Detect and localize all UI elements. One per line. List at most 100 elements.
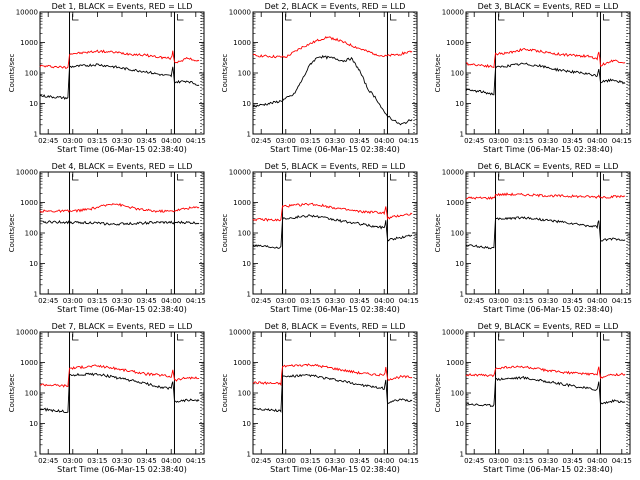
x-tick-label: 04:00 xyxy=(587,137,607,145)
lld-series-line xyxy=(39,49,200,69)
y-tick-label: 100 xyxy=(238,70,251,78)
x-tick-label: 04:15 xyxy=(612,457,632,465)
plot-frame xyxy=(465,11,631,135)
lld-series-line xyxy=(465,365,626,380)
x-tick-label: 03:45 xyxy=(137,137,157,145)
time-marker-flag xyxy=(285,14,292,21)
lld-series-line xyxy=(39,202,200,214)
x-tick-label: 04:00 xyxy=(587,457,607,465)
lld-series-line xyxy=(39,364,200,388)
time-marker-flag xyxy=(390,14,397,21)
x-tick-label: 03:00 xyxy=(489,137,509,145)
panel-det-5: Det 5, BLACK = Events, RED = LLD 1 10 100 10… xyxy=(221,162,419,314)
y-tick-label: 1000 xyxy=(446,199,464,207)
panel-title: Det 5, BLACK = Events, RED = LLD xyxy=(265,162,406,171)
x-axis-label: Start Time (06-Mar-15 02:38:40) xyxy=(483,465,613,474)
time-marker-flag xyxy=(177,14,184,21)
time-marker-flag xyxy=(285,334,292,341)
y-tick-label: 10000 xyxy=(442,329,464,337)
x-tick-label: 04:15 xyxy=(399,457,419,465)
x-tick-label: 03:30 xyxy=(112,297,132,305)
y-tick-label: 10 xyxy=(29,260,38,268)
x-tick-label: 03:15 xyxy=(87,457,107,465)
x-tick-label: 04:00 xyxy=(161,137,181,145)
y-tick-label: 1000 xyxy=(20,199,38,207)
plot-frame xyxy=(465,331,631,455)
x-tick-label: 04:15 xyxy=(612,297,632,305)
time-marker-flag xyxy=(390,174,397,181)
panel-det-2: Det 2, BLACK = Events, RED = LLD 1 10 100 10… xyxy=(221,2,419,154)
events-series-line xyxy=(465,216,626,250)
y-axis-label: Counts/sec xyxy=(434,374,442,413)
lld-series-line xyxy=(465,47,626,69)
panel-title: Det 3, BLACK = Events, RED = LLD xyxy=(478,2,619,11)
x-tick-label: 04:15 xyxy=(186,137,206,145)
panel-det-7: Det 7, BLACK = Events, RED = LLD 1 10 100 10… xyxy=(8,322,206,474)
time-marker-flag xyxy=(177,334,184,341)
panel-det-9: Det 9, BLACK = Events, RED = LLD 1 10 100 10… xyxy=(434,322,632,474)
time-marker-flag xyxy=(498,174,505,181)
events-series-line xyxy=(40,219,200,226)
time-marker-flag xyxy=(498,334,505,341)
events-series-line xyxy=(39,63,200,100)
x-tick-label: 03:30 xyxy=(325,137,345,145)
y-tick-label: 10 xyxy=(455,100,464,108)
y-tick-label: 1000 xyxy=(233,359,251,367)
y-tick-label: 100 xyxy=(25,390,38,398)
time-marker-flag xyxy=(603,174,610,181)
y-axis-label: Counts/sec xyxy=(221,374,229,413)
y-tick-label: 100 xyxy=(451,70,464,78)
y-axis-label: Counts/sec xyxy=(8,374,16,413)
lld-series-line xyxy=(252,363,413,387)
x-tick-label: 03:00 xyxy=(276,137,296,145)
lld-series-line xyxy=(465,192,626,200)
y-tick-label: 10 xyxy=(29,100,38,108)
panel-det-3: Det 3, BLACK = Events, RED = LLD 1 10 100 10… xyxy=(434,2,632,154)
x-tick-label: 02:45 xyxy=(464,137,484,145)
y-tick-label: 1 xyxy=(460,131,464,139)
events-series-line xyxy=(252,214,413,249)
time-marker-flag xyxy=(177,174,184,181)
y-tick-label: 10000 xyxy=(16,329,38,337)
y-axis-label: Counts/sec xyxy=(434,54,442,93)
y-tick-label: 1000 xyxy=(20,359,38,367)
x-tick-label: 03:00 xyxy=(489,457,509,465)
x-tick-label: 02:45 xyxy=(251,137,271,145)
y-tick-label: 1 xyxy=(460,451,464,459)
x-tick-label: 02:45 xyxy=(464,297,484,305)
x-axis-label: Start Time (06-Mar-15 02:38:40) xyxy=(483,305,613,314)
x-tick-label: 02:45 xyxy=(251,297,271,305)
x-tick-label: 04:15 xyxy=(186,297,206,305)
y-tick-label: 1 xyxy=(247,291,251,299)
x-axis-label: Start Time (06-Mar-15 02:38:40) xyxy=(57,305,187,314)
x-tick-label: 03:30 xyxy=(112,457,132,465)
x-tick-label: 04:00 xyxy=(374,137,394,145)
y-tick-label: 100 xyxy=(238,390,251,398)
x-tick-label: 03:00 xyxy=(489,297,509,305)
lld-series-line xyxy=(252,36,413,59)
x-tick-label: 03:30 xyxy=(112,137,132,145)
x-tick-label: 04:00 xyxy=(161,457,181,465)
y-tick-label: 10000 xyxy=(229,9,251,17)
panel-det-8: Det 8, BLACK = Events, RED = LLD 1 10 100 10… xyxy=(221,322,419,474)
x-tick-label: 04:15 xyxy=(186,457,206,465)
y-axis-label: Counts/sec xyxy=(434,214,442,253)
y-axis-label: Counts/sec xyxy=(221,214,229,253)
y-tick-label: 1000 xyxy=(20,39,38,47)
y-tick-label: 1000 xyxy=(233,39,251,47)
plot-frame xyxy=(252,171,418,295)
x-tick-label: 02:45 xyxy=(38,457,58,465)
y-tick-label: 10 xyxy=(29,420,38,428)
y-tick-label: 1000 xyxy=(446,39,464,47)
y-tick-label: 100 xyxy=(25,230,38,238)
x-tick-label: 04:00 xyxy=(587,297,607,305)
time-marker-flag xyxy=(603,14,610,21)
x-tick-label: 02:45 xyxy=(251,457,271,465)
x-tick-label: 03:30 xyxy=(538,457,558,465)
x-axis-label: Start Time (06-Mar-15 02:38:40) xyxy=(270,465,400,474)
x-tick-label: 04:00 xyxy=(374,297,394,305)
plot-frame xyxy=(252,11,418,135)
x-tick-label: 03:15 xyxy=(513,297,533,305)
y-tick-label: 100 xyxy=(238,230,251,238)
plot-frame xyxy=(39,171,205,295)
